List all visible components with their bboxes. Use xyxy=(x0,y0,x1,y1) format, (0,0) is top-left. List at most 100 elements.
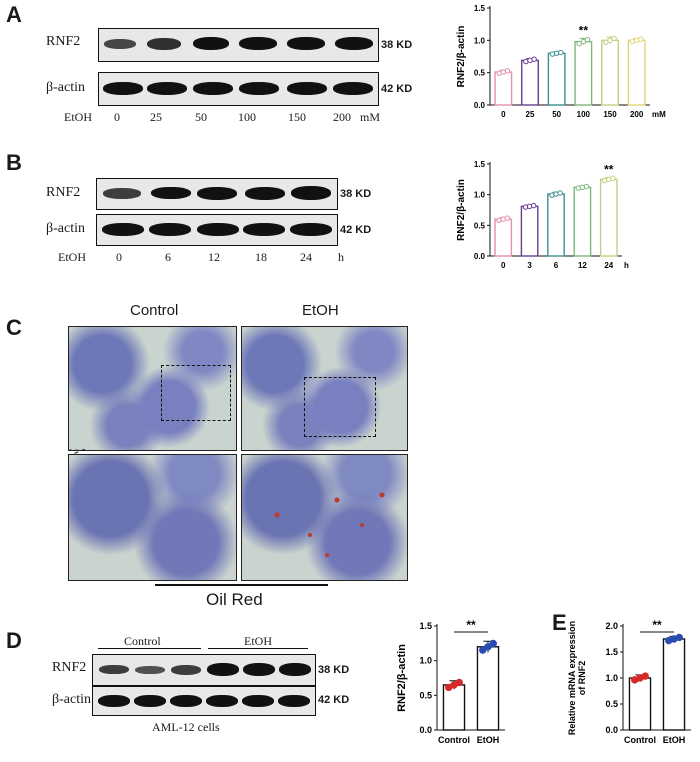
panel-a-actin-blot xyxy=(98,72,379,106)
y-tick-label: 1.5 xyxy=(605,647,618,657)
bar xyxy=(599,178,618,257)
control-micrograph-low xyxy=(68,326,237,451)
panel-a-lane-2: 50 xyxy=(195,110,207,124)
x-tick-label: 6 xyxy=(554,261,559,270)
x-unit-label: mM xyxy=(652,110,666,119)
zoom-guide-lines xyxy=(67,449,92,457)
y-tick-label: 2.0 xyxy=(605,621,618,631)
panel-b-treatment: EtOH xyxy=(58,250,86,264)
data-point xyxy=(675,633,683,642)
y-axis-label: RNF2/β-actin xyxy=(456,26,467,88)
x-tick-label: 3 xyxy=(527,261,532,270)
panel-b-actin-blot xyxy=(96,214,338,246)
panel-d-kd-42: 42 KD xyxy=(318,694,350,706)
panel-a-lane-1: 25 xyxy=(150,110,162,124)
bar xyxy=(442,684,466,731)
data-point xyxy=(530,202,537,209)
panel-d-chart: RNF2/β-actin 0.0 0.5 1.0 1.5 Control EtOH ** xyxy=(396,618,505,745)
bar xyxy=(662,638,686,731)
panel-b-lane-0: 0 xyxy=(116,250,122,264)
y-tick-label: 1.0 xyxy=(474,191,486,200)
panel-a-chart: RNF2/β-actin 0.0 0.5 1.0 1.5 0 25 50 100 150 200 mM… xyxy=(456,4,666,119)
x-tick-label: 0 xyxy=(501,261,506,270)
panel-b-kd-38: 38 KD xyxy=(340,188,372,200)
x-tick-label: EtOH xyxy=(477,735,500,745)
significance-label: ** xyxy=(604,162,614,176)
panel-d-group-etoh: EtOH xyxy=(244,634,272,648)
panel-b-lane-4: 24 xyxy=(300,250,312,264)
data-point xyxy=(638,36,644,42)
panel-b-rnf2-blot xyxy=(96,178,338,210)
y-tick-label: 0.5 xyxy=(474,69,486,78)
y-axis-label-line: of RNF2 xyxy=(577,661,587,696)
bar xyxy=(628,677,652,731)
data-point xyxy=(603,39,609,45)
panel-a-rnf2-blot xyxy=(98,28,379,62)
panel-b-chart: RNF2/β-actin 0.0 0.5 1.0 1.5 0 3 6 12 24 h ** xyxy=(456,160,629,270)
y-tick-label: 1.5 xyxy=(474,4,486,13)
data-point xyxy=(484,643,492,651)
data-point xyxy=(504,215,510,221)
significance-label: ** xyxy=(652,618,662,632)
bar xyxy=(494,71,513,106)
data-point xyxy=(553,50,560,56)
significance-label: ** xyxy=(579,23,589,37)
y-tick-label: 1.0 xyxy=(419,656,432,666)
y-axis-label-line: Relative mRNA expression xyxy=(567,621,577,735)
bar xyxy=(547,52,566,106)
panel-d-control-bar xyxy=(98,648,201,649)
panel-a-rnf2-label: RNF2 xyxy=(46,34,81,49)
panel-d-rnf2-label: RNF2 xyxy=(52,660,87,675)
panel-b-lane-2: 12 xyxy=(208,250,220,264)
control-inset-box xyxy=(161,365,231,421)
bar xyxy=(627,39,646,106)
y-tick-label: 0.0 xyxy=(605,725,618,735)
y-tick-label: 0.5 xyxy=(474,221,486,230)
panel-a-letter: A xyxy=(6,2,22,27)
panel-b-letter: B xyxy=(6,150,22,175)
panel-a-actin-label: β-actin xyxy=(46,80,85,95)
panel-c-etoh-title: EtOH xyxy=(302,302,339,319)
y-tick-label: 1.5 xyxy=(419,621,432,631)
panel-a-kd-42: 42 KD xyxy=(381,83,413,95)
y-tick-label: 0.5 xyxy=(419,690,432,700)
y-tick-label: 0.0 xyxy=(474,101,486,110)
panel-e-letter: E xyxy=(552,610,567,635)
panel-b-lane-3: 18 xyxy=(255,250,267,264)
x-tick-label: 150 xyxy=(603,110,617,119)
x-tick-label: Control xyxy=(438,735,470,745)
panel-c-control-title: Control xyxy=(130,302,179,319)
data-point xyxy=(611,35,617,42)
panel-a-lane-4: 150 xyxy=(288,110,306,124)
panel-b-lane-1: 6 xyxy=(165,250,171,264)
data-point xyxy=(580,38,587,45)
x-tick-label: 200 xyxy=(630,110,644,119)
bar xyxy=(601,39,619,106)
x-tick-label: EtOH xyxy=(663,735,686,745)
data-point xyxy=(479,646,487,654)
x-tick-label: Control xyxy=(624,735,656,745)
y-axis-label: Relative mRNA expressionof RNF2 xyxy=(567,621,587,735)
data-point xyxy=(455,678,463,687)
panel-e-chart: Relative mRNA expressionof RNF2 0.0 0.5 1.0… xyxy=(567,618,691,745)
x-tick-label: 50 xyxy=(552,110,561,119)
x-tick-label: 25 xyxy=(526,110,535,119)
y-tick-label: 1.0 xyxy=(605,673,618,683)
panel-b-actin-label: β-actin xyxy=(46,221,85,236)
y-tick-label: 1.0 xyxy=(474,36,486,45)
panel-a-unit: mM xyxy=(360,110,381,124)
panel-d-caption: AML-12 cells xyxy=(152,720,220,734)
bar xyxy=(573,186,592,257)
bar xyxy=(476,646,500,731)
data-point xyxy=(504,68,511,74)
data-point xyxy=(576,40,582,47)
data-point xyxy=(607,37,613,44)
panel-a-lane-3: 100 xyxy=(238,110,256,124)
bar xyxy=(547,193,565,257)
x-tick-label: 0 xyxy=(501,110,506,119)
y-tick-label: 0.0 xyxy=(474,252,486,261)
control-micrograph-zoom xyxy=(68,454,237,581)
data-point xyxy=(489,639,497,648)
panel-b-rnf2-label: RNF2 xyxy=(46,185,81,200)
x-unit-label: h xyxy=(624,261,629,270)
